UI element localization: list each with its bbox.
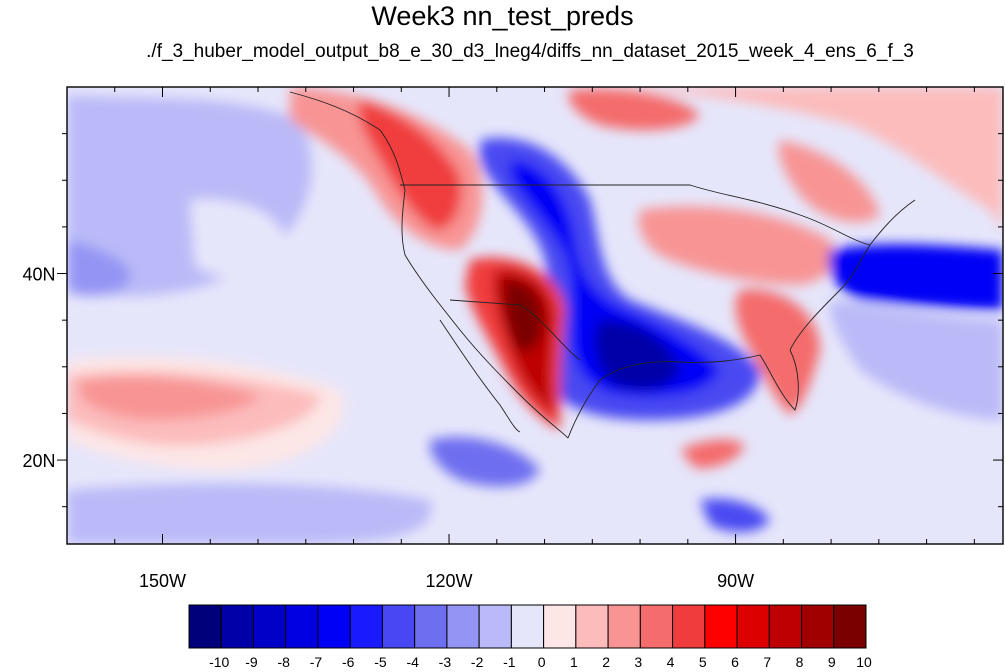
colorbar: -10 -9 -8 -7 -6 -5 -4 -3 -2 -1 0 1 2 3 4 5 6 7 8 9 10 (188, 604, 872, 670)
lat-tick-label: 40N (22, 265, 55, 285)
field-pale-blue-westpac (67, 240, 131, 296)
coastline-east (789, 199, 916, 351)
axis-ticks: 150W 120W 90W 40N 20N (22, 87, 1003, 591)
colorbar-label: -7 (310, 654, 323, 670)
lon-tick-label: 90W (717, 571, 754, 591)
colorbar-label: -6 (342, 654, 355, 670)
border-us-mexico (449, 299, 581, 361)
lat-tick-label: 20N (22, 451, 55, 471)
colorbar-box (285, 604, 319, 649)
colorbar-box (510, 604, 545, 649)
field-red-alaska-core (358, 100, 462, 230)
colorbar-label: 6 (731, 654, 739, 670)
field-blue-atlantic (828, 244, 1003, 310)
lon-tick-label: 120W (426, 571, 473, 591)
colorbar-label: -1 (503, 654, 516, 670)
lon-tick-label: 150W (139, 571, 186, 591)
map-title: Week3 nn_test_preds (371, 1, 634, 31)
field-blue-pacific-mexico (429, 436, 540, 487)
colorbar-label: 2 (602, 654, 610, 670)
colorbar-box (704, 604, 738, 649)
colorbar-label: 4 (667, 654, 675, 670)
colorbar-box (736, 604, 770, 649)
colorbar-label: -8 (277, 654, 290, 670)
colorbar-label: 1 (570, 654, 578, 670)
colorbar-label: -4 (406, 654, 419, 670)
coastline-west (289, 91, 569, 439)
colorbar-label: 0 (538, 654, 546, 670)
colorbar-box (639, 604, 674, 649)
colorbar-box (446, 604, 480, 649)
colorbar-box (833, 604, 867, 649)
colorbar-box (575, 604, 609, 649)
colorbar-label: 10 (856, 654, 872, 670)
field-red-southeast (735, 289, 820, 415)
colorbar-box (607, 604, 641, 649)
border-us-canada (400, 184, 871, 246)
colorbar-label: -5 (374, 654, 387, 670)
colorbar-box (220, 604, 254, 649)
colorbar-box (801, 604, 835, 649)
colorbar-label: -9 (245, 654, 258, 670)
field-red-southwest-max (504, 279, 544, 352)
coastline-gulf (567, 349, 799, 439)
plot-frame (66, 86, 1004, 545)
field-blue-caribbean (700, 498, 770, 532)
field-red-subtropics-core (80, 376, 260, 420)
map-subtitle: ./f_3_huber_model_output_b8_e_30_d3_lneg… (146, 41, 914, 62)
coastline-baja (439, 319, 521, 433)
colorbar-box (188, 604, 222, 649)
field-pale-blue-atlantic (829, 300, 1003, 420)
colorbar-box (381, 604, 416, 649)
field-red-caribbean (680, 439, 745, 469)
colorbar-box (252, 604, 287, 649)
colorbar-label: -2 (471, 654, 484, 670)
colorbar-box (543, 604, 577, 649)
colorbar-box (317, 604, 351, 649)
colorbar-box (672, 604, 706, 649)
field-red-central (638, 206, 836, 285)
field-blue-trough-core (510, 160, 720, 397)
colorbar-label: 5 (699, 654, 707, 670)
colorbar-label: 7 (763, 654, 771, 670)
coastlines (289, 91, 916, 439)
field-red-labrador (778, 140, 880, 223)
colorbar-label: -10 (209, 654, 229, 670)
field-red-hudson (568, 88, 700, 131)
colorbar-label: 3 (634, 654, 642, 670)
colorbar-label: -3 (439, 654, 452, 670)
field-red-canada-north (540, 87, 1003, 230)
colorbar-label: 8 (796, 654, 804, 670)
field-blue-gulf-core (595, 320, 680, 390)
colorbar-box (414, 604, 448, 649)
colorbar-box (478, 604, 512, 649)
field-pale-blue-south (67, 483, 432, 544)
field-light-npacific (190, 199, 286, 277)
colorbar-box (349, 604, 383, 649)
colorbar-label: 9 (828, 654, 836, 670)
colorbar-box (768, 604, 803, 649)
